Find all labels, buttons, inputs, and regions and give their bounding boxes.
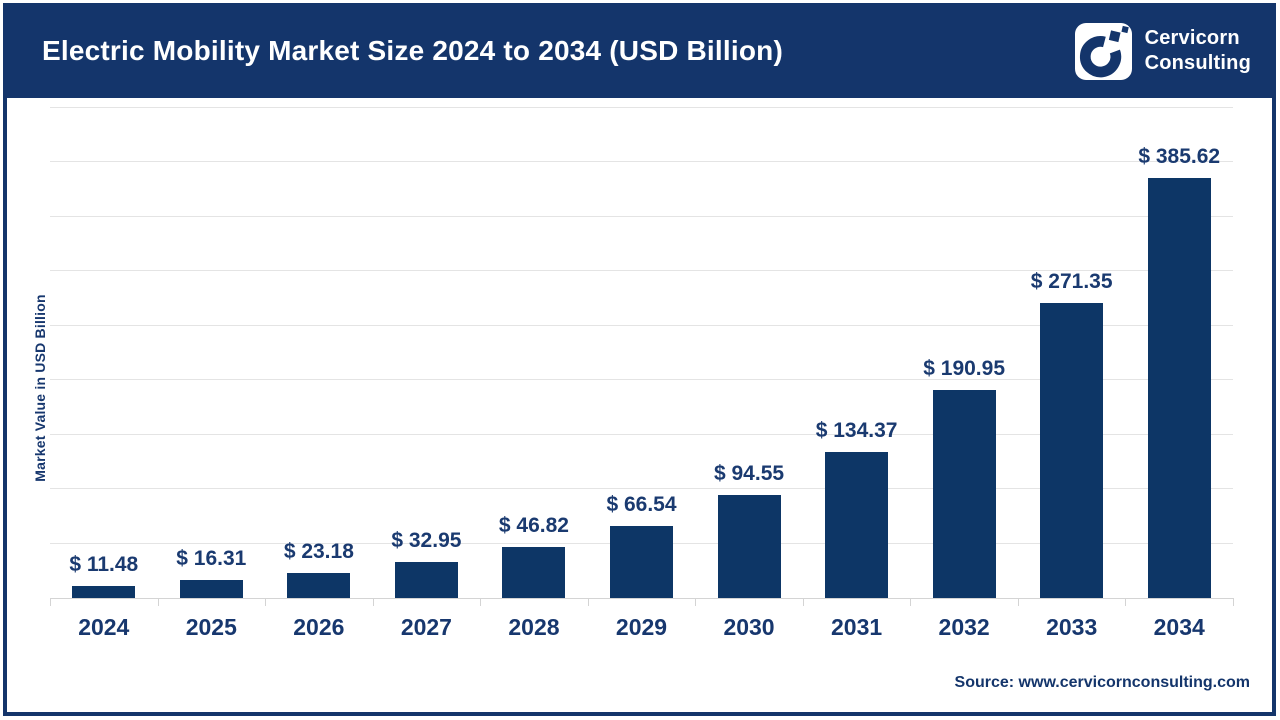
gridline [50, 379, 1233, 381]
x-axis-tick [695, 598, 697, 606]
value-label-2030: $ 94.55 [713, 462, 785, 486]
x-axis-tick [157, 598, 159, 606]
x-axis-tick [265, 598, 267, 606]
x-tick-label-2025: 2025 [185, 614, 237, 640]
gridline [50, 433, 1233, 435]
x-axis-tick [480, 598, 482, 606]
value-label-2024: $ 11.48 [69, 552, 139, 576]
gridline [50, 324, 1233, 326]
value-label-2029: $ 66.54 [606, 492, 677, 516]
bar-2029 [610, 525, 673, 598]
x-axis-tick [910, 598, 912, 606]
header-band: Electric Mobility Market Size 2024 to 20… [3, 3, 1276, 98]
x-axis-tick [50, 598, 51, 606]
x-axis-tick [802, 598, 804, 606]
value-label-2034: $ 385.62 [1138, 145, 1221, 169]
bar-2033 [1040, 302, 1104, 598]
x-tick-label-2027: 2027 [400, 614, 452, 640]
bar-2028 [502, 547, 566, 598]
bar-2032 [932, 390, 996, 598]
gridline [50, 215, 1233, 217]
value-label-2028: $ 46.82 [498, 514, 569, 538]
x-tick-label-2029: 2029 [615, 614, 668, 640]
bar-2026 [287, 572, 351, 598]
gridline [50, 161, 1233, 163]
x-axis-tick [1125, 598, 1127, 606]
x-tick-label-2032: 2032 [938, 614, 990, 640]
bar-2030 [717, 495, 781, 598]
x-axis-tick [1017, 598, 1019, 606]
bar-2034 [1147, 178, 1211, 598]
gridline [50, 107, 1233, 108]
bar-2027 [394, 562, 458, 598]
x-tick-label-2026: 2026 [293, 614, 345, 640]
y-axis-label: Market Value in USD Billion [32, 294, 48, 482]
gridline [50, 270, 1233, 272]
bar-2024 [72, 585, 136, 598]
x-tick-label-2024: 2024 [78, 614, 130, 640]
gridline [50, 488, 1233, 490]
x-tick-label-2028: 2028 [508, 614, 560, 640]
cervicorn-logo-icon [1074, 22, 1132, 80]
x-axis-line [50, 598, 1233, 599]
x-axis-tick [372, 598, 374, 606]
x-tick-label-2034: 2034 [1153, 614, 1205, 640]
source-text: Source: www.cervicornconsulting.com [954, 674, 1250, 691]
x-axis-tick [587, 598, 589, 606]
x-axis-tick [1233, 598, 1234, 606]
bar-2025 [179, 580, 243, 598]
company-name-line1: Cervicorn [1144, 27, 1240, 49]
value-label-2033: $ 271.35 [1030, 269, 1113, 293]
value-label-2026: $ 23.18 [283, 539, 354, 563]
x-tick-label-2031: 2031 [830, 614, 883, 640]
company-logo: Cervicorn Consulting [1074, 21, 1251, 81]
bar-2031 [825, 451, 889, 598]
value-label-2031: $ 134.37 [815, 418, 898, 442]
value-label-2032: $ 190.95 [923, 357, 1005, 381]
chart-title: Electric Mobility Market Size 2024 to 20… [42, 35, 783, 66]
company-name-line2: Consulting [1144, 52, 1251, 74]
value-label-2027: $ 32.95 [391, 529, 462, 553]
plot-area: $ 11.48 2024 $ 16.31 2025 $ 23.18 2026 $ 32.95… [50, 107, 1234, 640]
x-tick-label-2030: 2030 [723, 614, 775, 640]
value-label-2025: $ 16.31 [176, 547, 247, 571]
company-name: Cervicorn Consulting [1145, 26, 1251, 76]
x-tick-label-2033: 2033 [1046, 614, 1098, 640]
